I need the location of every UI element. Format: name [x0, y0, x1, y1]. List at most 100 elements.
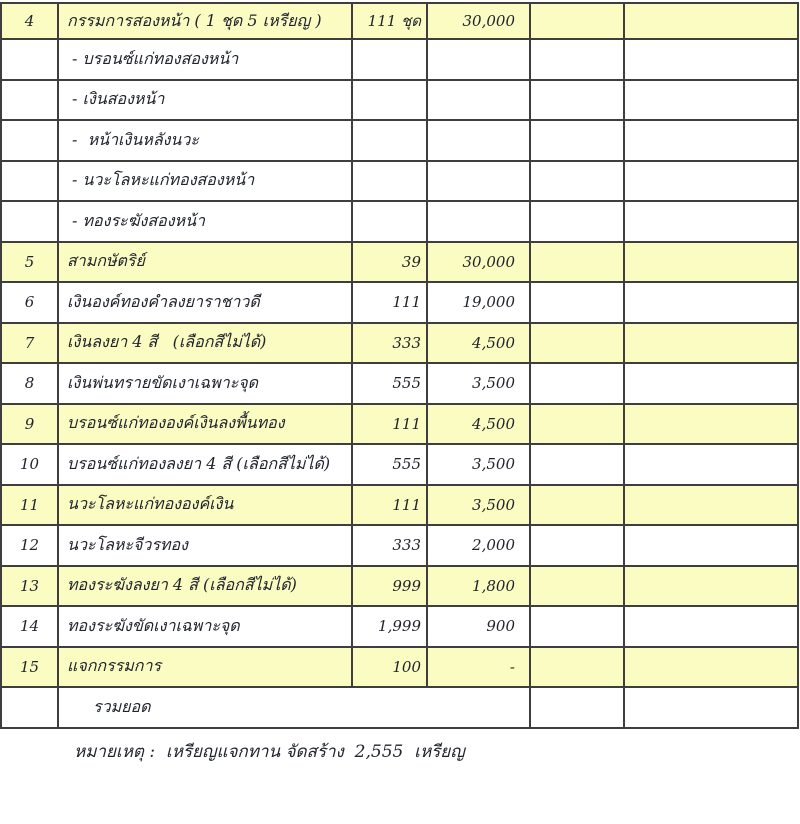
empty-cell-2 — [623, 200, 799, 243]
row-number-cell: 10 — [0, 443, 59, 486]
table-row: - ทองระฆังสองหน้า — [0, 200, 799, 243]
empty-cell-1 — [529, 119, 625, 162]
empty-cell-1 — [529, 321, 625, 364]
quantity-cell: 111 ชุด — [351, 2, 428, 40]
empty-cell-1 — [529, 564, 625, 607]
description-cell: นวะโลหะจีวรทอง — [57, 524, 353, 567]
table-row: 15 แจกกรรมการ 100- — [0, 645, 799, 688]
empty-cell-2 — [623, 443, 799, 486]
row-number-cell: 5 — [0, 240, 59, 283]
empty-cell-2 — [623, 483, 799, 526]
description-cell: เงินพ่นทรายขัดเงาเฉพาะจุด — [57, 362, 353, 405]
empty-cell-2 — [623, 362, 799, 405]
empty-cell-2 — [623, 321, 799, 364]
price-table: 4 กรรมการสองหน้า ( 1 ชุด 5 เหรียญ ) 111 ชุ… — [0, 2, 799, 729]
description-cell: นวะโลหะแก่ทององค์เงิน — [57, 483, 353, 526]
empty-cell-1 — [529, 645, 625, 688]
empty-cell-1 — [529, 78, 625, 121]
row-number-cell — [0, 119, 59, 162]
quantity-cell: 1,999 — [351, 605, 428, 648]
quantity-cell: 111 — [351, 483, 428, 526]
price-cell: 3,500 — [426, 483, 531, 526]
empty-cell-2 — [623, 119, 799, 162]
table-row: - หน้าเงินหลังนวะ — [0, 119, 799, 162]
description-cell: บรอนซ์แก่ทององค์เงินลงพื้นทอง — [57, 402, 353, 445]
price-cell — [426, 159, 531, 202]
row-number-cell — [0, 78, 59, 121]
quantity-cell: 100 — [351, 645, 428, 688]
empty-cell-2 — [623, 645, 799, 688]
empty-cell-1 — [529, 2, 625, 40]
row-number-cell — [0, 159, 59, 202]
quantity-cell: 555 — [351, 362, 428, 405]
row-number-cell: 15 — [0, 645, 59, 688]
table-row: 9 บรอนซ์แก่ทององค์เงินลงพื้นทอง 111 4,500 — [0, 402, 799, 445]
description-cell: เงินองค์ทองคำลงยาราชาวดี — [57, 281, 353, 324]
price-cell: 4,500 — [426, 402, 531, 445]
empty-cell-2 — [623, 2, 799, 40]
table-row: 5 สามกษัตริย์ 39 30,000 — [0, 240, 799, 283]
description-cell: สามกษัตริย์ — [57, 240, 353, 283]
empty-cell-2 — [623, 78, 799, 121]
price-cell: - — [426, 645, 531, 688]
price-cell: 2,000 — [426, 524, 531, 567]
table-row: 13 ทองระฆังลงยา 4 สี (เลือกสีไม่ได้) 999 1,… — [0, 564, 799, 607]
empty-cell-1 — [529, 159, 625, 202]
price-cell: 900 — [426, 605, 531, 648]
empty-cell-2 — [623, 524, 799, 567]
price-cell: 30,000 — [426, 240, 531, 283]
table-total-section: รวมยอด — [0, 686, 799, 729]
empty-cell-2 — [623, 564, 799, 607]
row-number-cell: 13 — [0, 564, 59, 607]
row-number-cell: 6 — [0, 281, 59, 324]
table-row: 12 นวะโลหะจีวรทอง 333 2,000 — [0, 524, 799, 567]
table-row: 7 เงินลงยา 4 สี (เลือกสีไม่ได้) 333 4,500 — [0, 321, 799, 364]
quantity-cell: 555 — [351, 443, 428, 486]
price-cell — [426, 78, 531, 121]
row-number-cell — [0, 686, 59, 729]
price-cell: 4,500 — [426, 321, 531, 364]
empty-cell-1 — [529, 38, 625, 81]
quantity-cell: 333 — [351, 524, 428, 567]
empty-cell-1 — [529, 605, 625, 648]
price-cell — [426, 200, 531, 243]
row-number-cell: 11 — [0, 483, 59, 526]
row-number-cell: 8 — [0, 362, 59, 405]
table-row: - นวะโลหะแก่ทองสองหน้า — [0, 159, 799, 202]
empty-cell-2 — [623, 686, 799, 729]
total-label-cell: รวมยอด — [57, 686, 531, 729]
quantity-cell — [351, 78, 428, 121]
price-cell: 30,000 — [426, 2, 531, 40]
description-cell: กรรมการสองหน้า ( 1 ชุด 5 เหรียญ ) — [57, 2, 353, 40]
empty-cell-1 — [529, 483, 625, 526]
total-row: รวมยอด — [0, 686, 799, 729]
empty-cell-1 — [529, 443, 625, 486]
empty-cell-2 — [623, 240, 799, 283]
description-cell: บรอนซ์แก่ทองลงยา 4 สี (เลือกสีไม่ได้) — [57, 443, 353, 486]
quantity-cell: 333 — [351, 321, 428, 364]
price-cell: 19,000 — [426, 281, 531, 324]
table-row: 14 ทองระฆังขัดเงาเฉพาะจุด 1,999 900 — [0, 605, 799, 648]
empty-cell-1 — [529, 362, 625, 405]
row-number-cell: 4 — [0, 2, 59, 40]
row-number-cell: 9 — [0, 402, 59, 445]
row-number-cell: 12 — [0, 524, 59, 567]
row-number-cell: 14 — [0, 605, 59, 648]
price-cell — [426, 119, 531, 162]
empty-cell-2 — [623, 38, 799, 81]
quantity-cell: 999 — [351, 564, 428, 607]
table-row: 10 บรอนซ์แก่ทองลงยา 4 สี (เลือกสีไม่ได้) 5… — [0, 443, 799, 486]
description-cell: - บรอนซ์แก่ทองสองหน้า — [57, 38, 353, 81]
empty-cell-1 — [529, 281, 625, 324]
table-row: - เงินสองหน้า — [0, 78, 799, 121]
empty-cell-1 — [529, 402, 625, 445]
price-cell: 1,800 — [426, 564, 531, 607]
table-row: 8 เงินพ่นทรายขัดเงาเฉพาะจุด 555 3,500 — [0, 362, 799, 405]
empty-cell-1 — [529, 524, 625, 567]
empty-cell-2 — [623, 281, 799, 324]
table-row: 11 นวะโลหะแก่ทององค์เงิน 111 3,500 — [0, 483, 799, 526]
empty-cell-2 — [623, 605, 799, 648]
quantity-cell — [351, 119, 428, 162]
empty-cell-2 — [623, 159, 799, 202]
row-number-cell — [0, 200, 59, 243]
